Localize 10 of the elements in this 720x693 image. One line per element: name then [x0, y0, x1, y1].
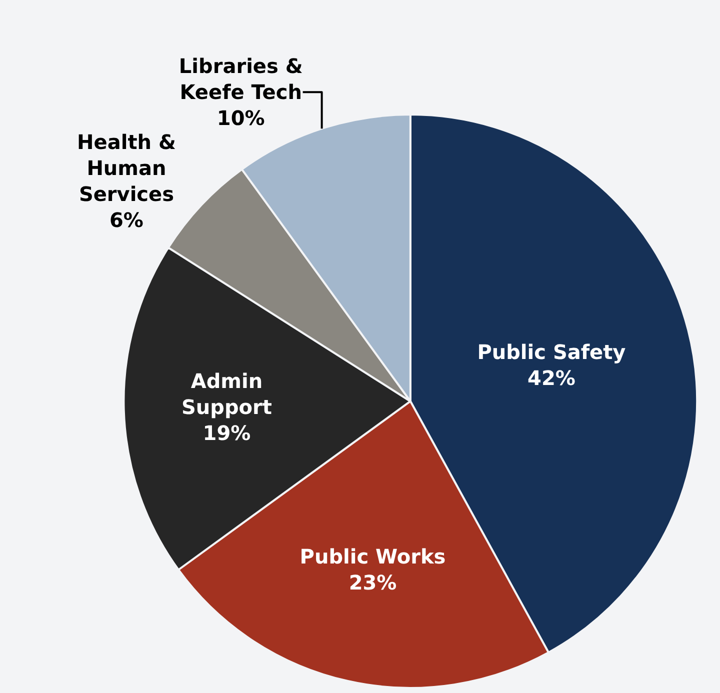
slice-label: Libraries & Keefe Tech	[178, 54, 303, 104]
slice-label: Public Works	[300, 544, 446, 569]
data-label: 10%	[216, 106, 265, 130]
data-label: 6%	[109, 208, 144, 232]
slice-label: Admin Support	[182, 369, 272, 419]
data-label: 42%	[528, 366, 576, 390]
slice-label: Public Safety	[477, 340, 626, 364]
data-label: 23%	[348, 570, 397, 595]
data-label: 19%	[202, 421, 251, 445]
slice-label: Health & Human Services	[77, 130, 176, 206]
